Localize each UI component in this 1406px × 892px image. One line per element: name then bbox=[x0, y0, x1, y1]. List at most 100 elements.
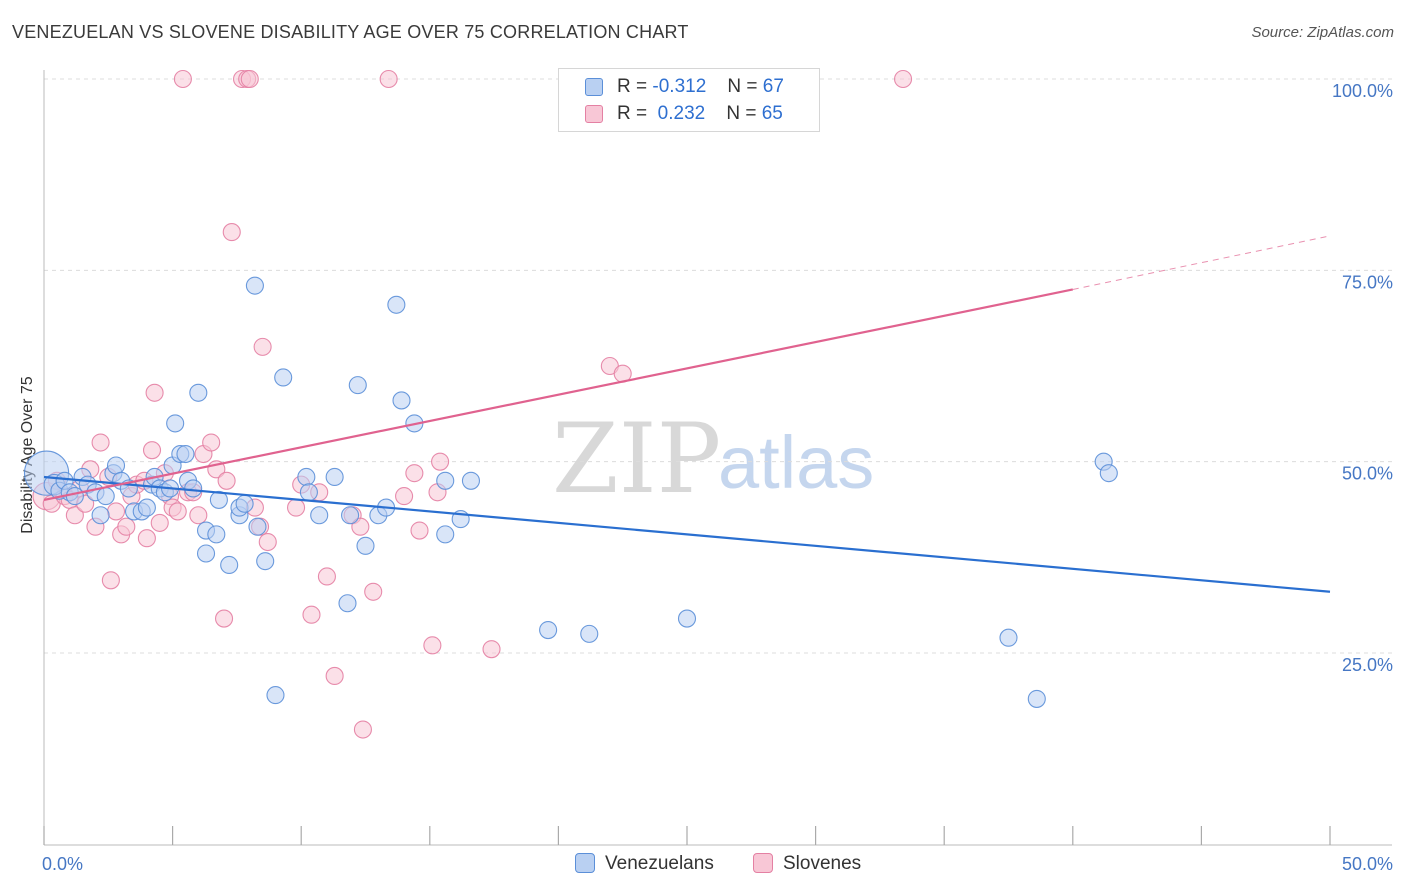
slovenes-trend-line bbox=[43, 288, 1074, 502]
venezuelans-point bbox=[392, 391, 411, 410]
legend-r-label: R = bbox=[617, 103, 648, 124]
venezuelans-point bbox=[999, 628, 1018, 647]
venezuelans-point bbox=[1027, 689, 1046, 708]
slovenes-point bbox=[893, 69, 913, 89]
tick-label-layer: 25.0% 50.0% 75.0% 100.0% 0.0% 50.0% bbox=[42, 81, 1393, 874]
venezuelans-point bbox=[580, 624, 599, 643]
slovenes-point bbox=[325, 666, 344, 686]
slovenes-trend-extension bbox=[1072, 235, 1331, 290]
venezuelans-point bbox=[387, 295, 406, 314]
slovenes-point bbox=[395, 487, 414, 506]
x-tick-label-max: 50.0% bbox=[1342, 854, 1393, 874]
venezuelans-point bbox=[220, 555, 239, 575]
venezuelans-point bbox=[137, 498, 156, 517]
venezuelans-point bbox=[436, 471, 455, 490]
slovenes-point bbox=[423, 636, 442, 655]
trend-layer bbox=[43, 235, 1331, 593]
venezuelans-point bbox=[96, 487, 115, 506]
legend-n-label: N = bbox=[727, 76, 758, 97]
slovenes-point bbox=[168, 502, 187, 521]
venezuelans-points bbox=[23, 276, 1118, 708]
legend-r-value: -0.312 bbox=[652, 76, 707, 97]
slovenes-point bbox=[65, 506, 84, 525]
venezuelans-point bbox=[235, 494, 254, 513]
grid-layer bbox=[44, 78, 1392, 654]
watermark-zip: ZIP bbox=[552, 403, 721, 515]
legend-text-slovenes: R = 0.232 N = 65 bbox=[617, 100, 783, 128]
venezuelans-point bbox=[356, 536, 375, 555]
slovenes-point bbox=[258, 532, 277, 552]
venezuelans-point bbox=[245, 276, 264, 295]
slovenes-point bbox=[353, 720, 372, 739]
venezuelans-point bbox=[274, 368, 293, 387]
legend-n-label: N = bbox=[726, 103, 757, 124]
series-swatch-slovenes bbox=[753, 853, 773, 873]
venezuelans-point bbox=[91, 506, 110, 525]
legend-r-label: R = bbox=[617, 76, 648, 97]
legend-swatch-slovenes bbox=[585, 105, 603, 123]
slovenes-point bbox=[364, 582, 383, 601]
series-legend: Venezuelans Slovenes bbox=[0, 852, 1406, 876]
venezuelans-point bbox=[207, 525, 226, 544]
legend-n-value: 67 bbox=[762, 76, 784, 97]
venezuelans-point bbox=[341, 506, 360, 525]
chart-title: VENEZUELAN VS SLOVENE DISABILITY AGE OVE… bbox=[12, 22, 689, 42]
venezuelans-point bbox=[189, 383, 208, 402]
venezuelans-point bbox=[209, 490, 228, 509]
slovenes-point bbox=[173, 69, 192, 89]
venezuelans-point bbox=[1099, 464, 1118, 483]
slovenes-point bbox=[222, 223, 241, 242]
slovenes-point bbox=[150, 513, 169, 532]
slovenes-point bbox=[431, 452, 450, 471]
venezuelans-trend-line bbox=[43, 475, 1331, 593]
y-tick-label: 100.0% bbox=[1332, 81, 1393, 101]
venezuelans-point bbox=[338, 594, 357, 613]
legend-swatch-venezuelans bbox=[585, 78, 603, 96]
legend-text-venezuelans: R = -0.312 N = 67 bbox=[617, 73, 784, 101]
venezuelans-point bbox=[310, 506, 329, 525]
slovenes-point bbox=[145, 383, 164, 402]
venezuelans-point bbox=[106, 456, 126, 475]
series-label-slovenes: Slovenes bbox=[783, 853, 862, 874]
y-tick-label: 50.0% bbox=[1342, 464, 1393, 484]
venezuelans-point bbox=[166, 414, 185, 433]
x-tick-label-min: 0.0% bbox=[42, 854, 83, 874]
slovenes-point bbox=[91, 433, 110, 452]
venezuelans-point bbox=[677, 609, 697, 628]
slovenes-point bbox=[214, 609, 234, 628]
venezuelans-point bbox=[256, 552, 275, 571]
legend-r-value: 0.232 bbox=[657, 103, 706, 124]
slovenes-point bbox=[137, 529, 156, 548]
venezuelans-point bbox=[184, 479, 203, 498]
slovenes-point bbox=[482, 640, 501, 659]
venezuelans-point bbox=[299, 483, 318, 502]
y-tick-label: 25.0% bbox=[1342, 655, 1393, 675]
legend-row-slovenes: R = 0.232 N = 65 bbox=[559, 100, 819, 128]
slovenes-point bbox=[189, 506, 208, 525]
slovenes-point bbox=[106, 502, 126, 521]
legend-row-venezuelans: R = -0.312 N = 67 bbox=[559, 73, 819, 101]
slovenes-point bbox=[379, 69, 398, 89]
slovenes-point bbox=[302, 605, 321, 624]
slovenes-point bbox=[405, 464, 424, 483]
slovenes-point bbox=[351, 517, 370, 536]
venezuelans-point bbox=[461, 471, 481, 490]
venezuelans-point bbox=[436, 525, 455, 544]
venezuelans-point bbox=[266, 686, 285, 705]
slovenes-point bbox=[101, 571, 120, 590]
source-label: Source: ZipAtlas.com bbox=[1251, 24, 1394, 41]
venezuelans-point bbox=[297, 467, 316, 487]
series-swatch-venezuelans bbox=[575, 853, 595, 873]
y-tick-label: 75.0% bbox=[1342, 272, 1393, 292]
legend-n-value: 65 bbox=[761, 103, 783, 124]
slovenes-point bbox=[317, 567, 336, 586]
slovenes-point bbox=[410, 521, 429, 540]
series-label-venezuelans: Venezuelans bbox=[605, 853, 714, 874]
venezuelans-point bbox=[196, 544, 216, 563]
venezuelans-point bbox=[325, 467, 344, 487]
venezuelans-point bbox=[248, 517, 267, 536]
slovenes-point bbox=[287, 498, 306, 517]
correlation-legend: R = -0.312 N = 67 R = 0.232 N = 65 bbox=[558, 68, 820, 132]
slovenes-point bbox=[253, 337, 272, 356]
